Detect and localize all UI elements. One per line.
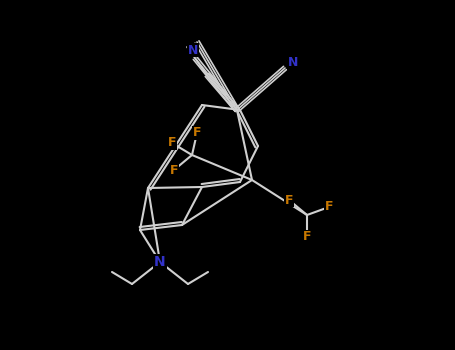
Text: F: F <box>303 231 311 244</box>
Text: F: F <box>168 136 176 149</box>
Text: F: F <box>193 126 201 140</box>
Text: N: N <box>288 56 298 70</box>
Text: F: F <box>325 201 333 214</box>
Text: N: N <box>154 255 166 269</box>
Text: F: F <box>170 163 178 176</box>
Text: F: F <box>285 194 293 206</box>
Text: N: N <box>188 43 198 56</box>
